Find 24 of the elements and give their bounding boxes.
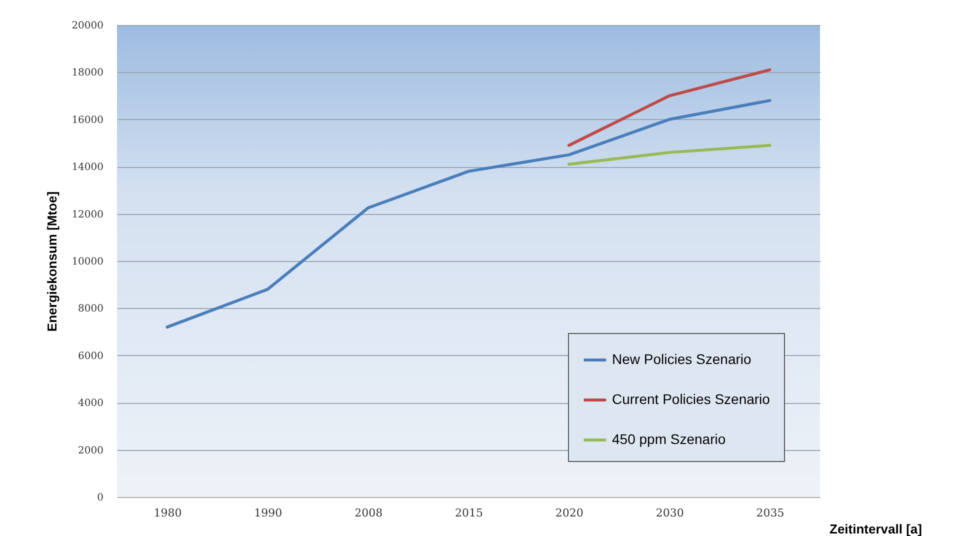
y-tick-label: 4000 [78,398,104,410]
x-tick-label: 2015 [455,506,483,520]
y-tick-label: 12000 [72,209,104,220]
legend-label: 450 ppm Szenario [612,431,726,447]
y-axis-title: Energiekonsum [Mtoe] [44,191,60,332]
x-tick-label: 1980 [154,506,182,520]
y-tick-label: 0 [97,492,104,504]
y-tick-label: 10000 [72,256,104,268]
y-tick-label: 16000 [72,114,104,126]
x-axis-title: Zeitintervall [a] [830,522,922,536]
x-tick-label: 2035 [756,506,784,520]
y-tick-label: 6000 [78,350,104,362]
y-tick-label: 14000 [72,162,104,174]
legend-label: Current Policies Szenario [612,391,770,407]
y-tick-label: 8000 [78,304,104,315]
y-tick-label: 20000 [72,20,104,32]
x-tick-label: 2030 [656,506,684,520]
y-tick-label: 18000 [72,68,104,79]
x-tick-label: 1990 [254,506,282,520]
legend-label: New Policies Szenario [612,351,752,367]
y-tick-label: 2000 [78,445,104,456]
x-tick-label: 2008 [354,506,383,520]
x-tick-label: 2020 [555,506,584,520]
line-series [166,99,772,329]
